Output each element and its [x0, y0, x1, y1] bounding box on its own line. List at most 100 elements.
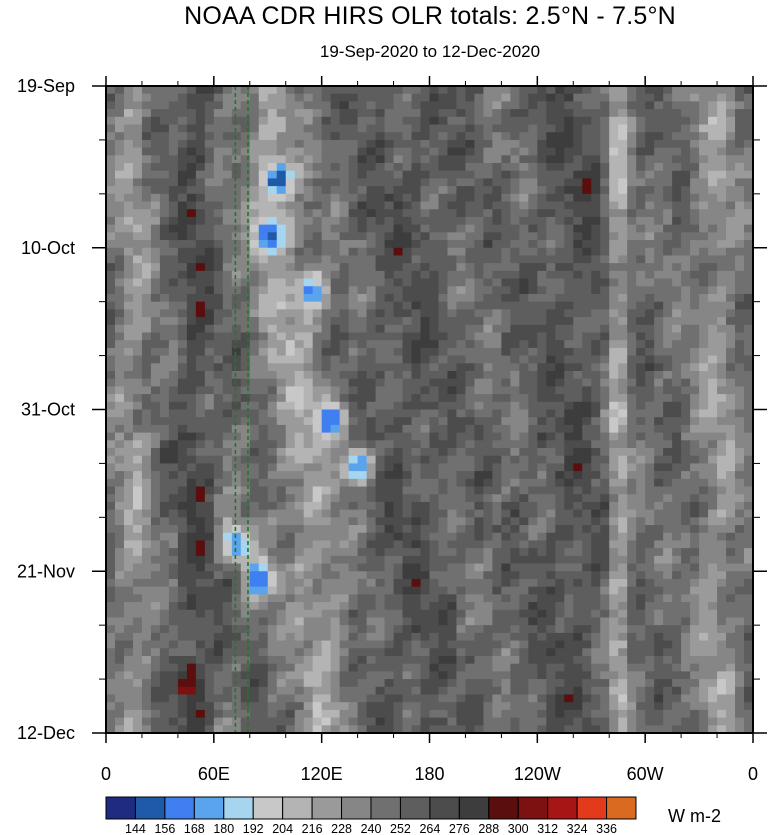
heatmap-cell: [681, 578, 691, 588]
heatmap-cell: [591, 602, 601, 611]
heatmap-cell: [186, 201, 197, 210]
heatmap-cell: [303, 247, 314, 257]
heatmap-cell: [159, 132, 170, 141]
heatmap-cell: [627, 293, 637, 303]
heatmap-cell: [366, 232, 377, 241]
heatmap-cell: [303, 578, 314, 588]
heatmap-cell: [456, 101, 467, 110]
olr-field: [106, 86, 753, 733]
heatmap-cell: [510, 370, 520, 380]
heatmap-cell: [555, 124, 565, 133]
heatmap-cell: [564, 401, 574, 411]
heatmap-cell: [348, 455, 359, 465]
heatmap-cell: [294, 155, 305, 164]
heatmap-cell: [456, 363, 467, 372]
heatmap-cell: [582, 578, 592, 588]
heatmap-cell: [456, 278, 467, 287]
heatmap-cell: [582, 501, 592, 511]
heatmap-cell: [618, 247, 628, 257]
heatmap-cell: [204, 224, 215, 233]
heatmap-cell: [627, 455, 637, 465]
heatmap-cell: [573, 501, 583, 511]
heatmap-cell: [204, 486, 215, 495]
heatmap-cell: [330, 378, 341, 387]
heatmap-cell: [402, 93, 413, 102]
heatmap-cell: [573, 116, 583, 126]
heatmap-cell: [213, 471, 224, 480]
heatmap-cell: [393, 517, 404, 526]
heatmap-cell: [240, 378, 251, 387]
heatmap-cell: [690, 478, 700, 488]
heatmap-cell: [528, 139, 538, 149]
heatmap-cell: [339, 440, 350, 449]
heatmap-cell: [204, 517, 215, 526]
heatmap-cell: [699, 471, 709, 480]
heatmap-cell: [357, 555, 368, 565]
heatmap-cell: [627, 317, 637, 326]
heatmap-cell: [366, 255, 377, 264]
heatmap-cell: [546, 555, 556, 565]
heatmap-cell: [339, 347, 350, 357]
heatmap-cell: [573, 93, 583, 102]
heatmap-cell: [411, 224, 422, 233]
heatmap-cell: [735, 471, 745, 480]
heatmap-cell: [465, 509, 476, 518]
heatmap-cell: [555, 370, 565, 380]
heatmap-cell: [447, 394, 458, 403]
heatmap-cell: [177, 240, 188, 249]
heatmap-cell: [609, 278, 619, 287]
heatmap-cell: [393, 332, 404, 341]
heatmap-cell: [672, 340, 682, 349]
heatmap-cell: [528, 448, 538, 457]
heatmap-cell: [348, 440, 359, 449]
heatmap-cell: [321, 209, 332, 218]
heatmap-cell: [510, 386, 520, 395]
heatmap-cell: [618, 355, 628, 364]
heatmap-cell: [429, 109, 440, 118]
heatmap-cell: [501, 594, 511, 603]
heatmap-cell: [411, 132, 422, 141]
heatmap-cell: [609, 594, 619, 603]
heatmap-cell: [348, 517, 359, 526]
heatmap-cell: [627, 201, 637, 210]
heatmap-cell: [366, 340, 377, 349]
heatmap-cell: [330, 201, 341, 210]
heatmap-cell: [636, 563, 646, 572]
heatmap-cell: [591, 132, 601, 141]
heatmap-cell: [681, 247, 691, 257]
heatmap-cell: [591, 347, 601, 357]
heatmap-cell: [573, 293, 583, 303]
heatmap-cell: [339, 432, 350, 441]
heatmap-cell: [393, 147, 404, 156]
heatmap-cell: [717, 432, 727, 441]
heatmap-cell: [564, 571, 574, 580]
heatmap-cell: [672, 486, 682, 495]
heatmap-cell: [690, 509, 700, 518]
heatmap-cell: [618, 609, 628, 619]
heatmap-cell: [222, 301, 233, 310]
heatmap-cell: [222, 139, 233, 149]
heatmap-cell: [744, 586, 753, 595]
heatmap-cell: [330, 471, 341, 480]
heatmap-cell: [573, 216, 583, 226]
heatmap-cell: [249, 517, 260, 526]
heatmap-cell: [132, 509, 143, 518]
heatmap-cell: [609, 124, 619, 133]
heatmap-cell: [438, 548, 449, 557]
heatmap-cell: [285, 401, 296, 411]
heatmap-cell: [519, 424, 529, 434]
heatmap-cell: [366, 532, 377, 542]
heatmap-cell: [222, 448, 233, 457]
heatmap-cell: [474, 455, 485, 465]
heatmap-cell: [546, 424, 556, 434]
heatmap-cell: [546, 193, 556, 203]
heatmap-cell: [492, 363, 502, 372]
heatmap-cell: [663, 609, 673, 619]
heatmap-cell: [735, 394, 745, 403]
heatmap-cell: [366, 163, 377, 172]
heatmap-cell: [420, 401, 431, 411]
heatmap-cell: [528, 486, 538, 495]
heatmap-cell: [348, 116, 359, 126]
heatmap-cell: [573, 301, 583, 310]
heatmap-cell: [735, 247, 745, 257]
